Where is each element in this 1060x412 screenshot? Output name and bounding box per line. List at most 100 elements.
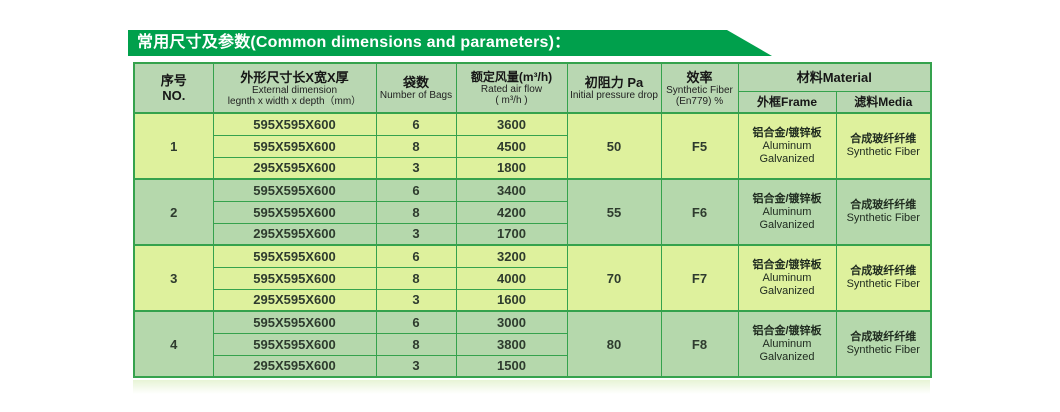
header-efficiency-zh: 效率 [686,69,713,85]
header-bags-zh: 袋数 [402,75,429,90]
frame-en2: Galvanized [759,218,815,231]
cell-dimension: 595X595X600 [212,310,377,334]
frame-en2: Galvanized [759,152,815,165]
cell-airflow: 3000 [455,310,568,334]
table-row: 4 595X595X600 6 3000 80 F8 铝合金/镀锌板 Alumi… [133,310,932,378]
frame-zh: 铝合金/镀锌板 [752,258,822,271]
header-efficiency-en1: Synthetic Fiber [666,84,733,96]
table-group-1: 1 595X595X600 6 3600 50 F5 铝合金/镀锌板 Alumi… [133,112,932,180]
cell-airflow: 4200 [455,200,568,224]
header-material: 材料Material [737,62,932,92]
cell-dimension: 595X595X600 [212,266,377,290]
cell-bags: 6 [375,244,457,268]
cell-media: 合成玻纤纤维 Synthetic Fiber [835,112,932,180]
cell-pressure: 50 [566,112,662,180]
media-zh: 合成玻纤纤维 [850,133,917,145]
table-group-3: 3 595X595X600 6 3200 70 F7 铝合金/镀锌板 Alumi… [133,244,932,312]
cell-pressure: 80 [566,310,662,378]
media-zh: 合成玻纤纤维 [850,265,917,277]
frame-zh: 铝合金/镀锌板 [752,192,822,205]
header-airflow-en2: ( m³/h ) [495,95,528,106]
header-airflow: 额定风量(m³/h) Rated air flow ( m³/h ) [455,62,568,114]
frame-en2: Galvanized [759,284,815,297]
cell-media: 合成玻纤纤维 Synthetic Fiber [835,310,932,378]
frame-en1: Aluminum [762,337,812,350]
frame-en1: Aluminum [762,205,812,218]
frame-zh: 铝合金/镀锌板 [752,324,822,337]
frame-en1: Aluminum [762,271,812,284]
cell-dimension: 295X595X600 [212,288,377,312]
cell-pressure: 55 [566,178,662,246]
frame-en1: Aluminum [762,139,812,152]
cell-media: 合成玻纤纤维 Synthetic Fiber [835,244,932,312]
header-no: 序号 NO. [133,62,214,114]
header-dimension-en1: External dimension [251,84,338,96]
cell-bags: 8 [375,332,457,356]
media-en: Synthetic Fiber [846,212,920,224]
cell-bags: 3 [375,288,457,312]
cell-bags: 3 [375,222,457,246]
cell-frame: 铝合金/镀锌板 Aluminum Galvanized [737,244,837,312]
cell-airflow: 1500 [455,354,568,378]
table-row: 595X595X600 8 3800 [134,332,931,356]
dimensions-parameters-table: 序号 NO. 外形尺寸长X宽X厚 External dimension legn… [133,62,933,378]
cell-efficiency: F7 [660,244,739,312]
table-header: 序号 NO. 外形尺寸长X宽X厚 External dimension legn… [133,62,932,114]
cell-airflow: 1800 [455,156,568,180]
cell-bags: 8 [375,200,457,224]
media-en: Synthetic Fiber [846,146,920,158]
header-frame-label: 外框Frame [756,95,818,110]
header-airflow-zh: 额定风量(m³/h) [470,70,553,84]
header-pressure-en: Initial pressure drop [570,90,658,101]
table-group-2: 2 595X595X600 6 3400 55 F6 铝合金/镀锌板 Alumi… [133,178,932,246]
table-row: 3 595X595X600 6 3200 70 F7 铝合金/镀锌板 Alumi… [133,244,932,312]
cell-no: 4 [133,310,214,378]
cell-dimension: 295X595X600 [212,354,377,378]
cell-efficiency: F5 [660,112,739,180]
media-zh: 合成玻纤纤维 [850,199,917,211]
cell-airflow: 4000 [455,266,568,290]
cell-dimension: 595X595X600 [212,112,377,136]
media-zh: 合成玻纤纤维 [850,331,917,343]
cell-dimension: 295X595X600 [212,222,377,246]
header-pressure-zh: 初阻力 Pa [584,75,644,90]
cell-dimension: 595X595X600 [212,178,377,202]
cell-no: 2 [133,178,214,246]
table-row: 295X595X600 3 1700 [134,222,931,246]
cell-bags: 8 [375,266,457,290]
header-pressure: 初阻力 Pa Initial pressure drop [566,62,662,114]
cell-bags: 6 [375,112,457,136]
header-efficiency-en2: (En779) % [675,95,724,107]
header-media-label: 滤料Media [854,95,913,110]
frame-en2: Galvanized [759,350,815,363]
cell-frame: 铝合金/镀锌板 Aluminum Galvanized [737,310,837,378]
header-no-en: NO. [162,88,186,103]
header-dimension-zh: 外形尺寸长X宽X厚 [240,69,349,85]
cell-dimension: 595X595X600 [212,332,377,356]
table-bottom-wash [133,380,930,394]
cell-airflow: 3400 [455,178,568,202]
frame-zh: 铝合金/镀锌板 [752,126,822,139]
header-material-label: 材料Material [796,69,872,85]
section-title: 常用尺寸及参数(Common dimensions and parameters… [137,34,571,51]
table-row: 295X595X600 3 1800 [134,156,931,180]
header-frame: 外框Frame [737,90,837,114]
spec-table-container: 序号 NO. 外形尺寸长X宽X厚 External dimension legn… [133,62,933,378]
header-bags-en: Number of Bags [379,90,453,101]
header-no-zh: 序号 [160,73,187,88]
table-row: 2 595X595X600 6 3400 55 F6 铝合金/镀锌板 Alumi… [133,178,932,246]
table-row: 595X595X600 8 4000 [134,266,931,290]
section-title-ribbon: 常用尺寸及参数(Common dimensions and parameters… [128,30,772,56]
media-en: Synthetic Fiber [846,344,920,356]
cell-airflow: 4500 [455,134,568,158]
media-en: Synthetic Fiber [846,278,920,290]
table-row: 1 595X595X600 6 3600 50 F5 铝合金/镀锌板 Alumi… [133,112,932,180]
header-dimension: 外形尺寸长X宽X厚 External dimension legnth x wi… [212,62,377,114]
cell-efficiency: F6 [660,178,739,246]
cell-airflow: 3600 [455,112,568,136]
cell-bags: 6 [375,310,457,334]
cell-airflow: 3200 [455,244,568,268]
cell-dimension: 295X595X600 [212,156,377,180]
cell-no: 3 [133,244,214,312]
cell-no: 1 [133,112,214,180]
